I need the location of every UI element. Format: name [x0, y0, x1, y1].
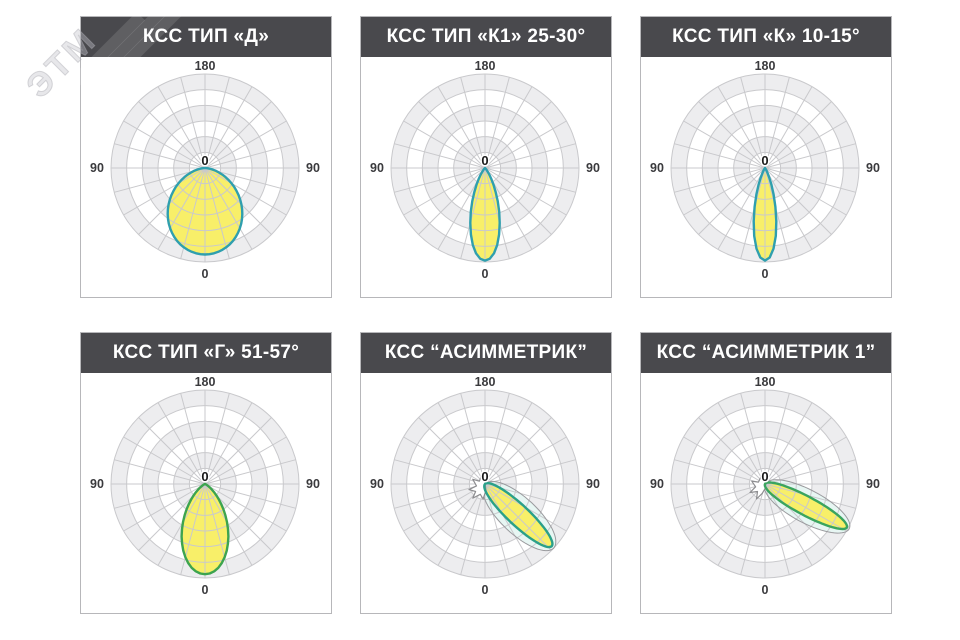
- svg-text:0: 0: [762, 267, 769, 281]
- svg-text:90: 90: [370, 477, 384, 491]
- polar-chart-svg: 180 90 90 0 0: [370, 375, 600, 597]
- svg-text:0: 0: [202, 267, 209, 281]
- svg-text:90: 90: [306, 477, 320, 491]
- svg-text:90: 90: [650, 161, 664, 175]
- svg-text:0: 0: [481, 469, 488, 484]
- svg-text:90: 90: [866, 161, 880, 175]
- svg-text:0: 0: [482, 583, 489, 597]
- svg-text:0: 0: [481, 153, 488, 168]
- polar-chart: 180 90 90 0 0: [641, 57, 891, 297]
- svg-text:180: 180: [195, 59, 216, 73]
- polar-chart-svg: 180 90 90 0 0: [370, 59, 600, 281]
- kcc-panel-asymmetric-1: КСС “АСИММЕТРИК 1” 180 90 90 0 0: [640, 332, 892, 614]
- angle-labels: 180 90 90 0 0: [650, 59, 880, 281]
- svg-text:90: 90: [90, 161, 104, 175]
- angle-labels: 180 90 90 0 0: [90, 59, 320, 281]
- polar-chart-svg: 180 90 90 0 0: [650, 375, 880, 597]
- polar-chart: 180 90 90 0 0: [81, 373, 331, 613]
- svg-text:0: 0: [482, 267, 489, 281]
- panel-header: КСС ТИП «Г» 51-57°: [81, 333, 331, 373]
- kcc-panel-k1: КСС ТИП «К1» 25-30° 180 90 90 0 0: [360, 16, 612, 298]
- polar-grid: [670, 73, 860, 263]
- lobe-outline: [752, 166, 778, 262]
- panel-header: КСС “АСИММЕТРИК”: [361, 333, 611, 373]
- polar-chart-svg: 180 90 90 0 0: [90, 59, 320, 281]
- svg-text:0: 0: [761, 469, 768, 484]
- svg-text:0: 0: [201, 153, 208, 168]
- svg-text:180: 180: [475, 59, 496, 73]
- polar-grid: [110, 389, 300, 579]
- panel-header: КСС ТИП «К1» 25-30°: [361, 17, 611, 57]
- svg-text:0: 0: [762, 583, 769, 597]
- svg-text:180: 180: [755, 59, 776, 73]
- lobe-outline: [468, 473, 557, 552]
- panel-header: КСС ТИП «Д»: [81, 17, 331, 57]
- backlobe-shape: [468, 473, 487, 500]
- polar-chart: 180 90 90 0 0: [81, 57, 331, 297]
- svg-text:90: 90: [90, 477, 104, 491]
- polar-chart: 180 90 90 0 0: [361, 57, 611, 297]
- panel-title: КСС ТИП «К1» 25-30°: [386, 26, 586, 47]
- polar-chart: 180 90 90 0 0: [361, 373, 611, 613]
- lobe-fill: [764, 479, 850, 534]
- kcc-panel-g: КСС ТИП «Г» 51-57° 180 90 90 0 0: [80, 332, 332, 614]
- svg-text:180: 180: [195, 375, 216, 389]
- panel-title: КСС “АСИММЕТРИК 1”: [656, 342, 876, 363]
- svg-text:180: 180: [755, 375, 776, 389]
- svg-text:90: 90: [650, 477, 664, 491]
- svg-text:90: 90: [866, 477, 880, 491]
- panel-title: КСС ТИП «Д»: [142, 26, 270, 47]
- backlobe-shape: [749, 475, 767, 500]
- panel-header: КСС ТИП «К» 10-15°: [641, 17, 891, 57]
- kcc-panel-d: КСС ТИП «Д» 180 90 90 0 0: [80, 16, 332, 298]
- angle-labels: 180 90 90 0 0: [650, 375, 880, 597]
- svg-text:0: 0: [201, 469, 208, 484]
- svg-text:90: 90: [306, 161, 320, 175]
- svg-text:90: 90: [370, 161, 384, 175]
- panel-title: КСС ТИП «Г» 51-57°: [112, 342, 300, 363]
- panels-grid: КСС ТИП «Д» 180 90 90 0 0 КСС ТИП «К1» 25-30…: [80, 16, 892, 614]
- kcc-panel-asymmetric: КСС “АСИММЕТРИК” 180 90 90 0 0: [360, 332, 612, 614]
- svg-text:90: 90: [586, 477, 600, 491]
- angle-labels: 180 90 90 0 0: [90, 375, 320, 597]
- lobe-outline: [166, 166, 244, 256]
- lobe-outline: [749, 475, 851, 534]
- panel-header: КСС “АСИММЕТРИК 1”: [641, 333, 891, 373]
- polar-chart: 180 90 90 0 0: [641, 373, 891, 613]
- svg-text:0: 0: [202, 583, 209, 597]
- angle-labels: 180 90 90 0 0: [370, 375, 600, 597]
- panel-title: КСС ТИП «К» 10-15°: [672, 26, 860, 47]
- polar-grid: [390, 389, 580, 579]
- svg-text:90: 90: [586, 161, 600, 175]
- angle-labels: 180 90 90 0 0: [370, 59, 600, 281]
- lobe-outline: [469, 166, 501, 262]
- kcc-panel-k: КСС ТИП «К» 10-15° 180 90 90 0 0: [640, 16, 892, 298]
- panel-title: КСС “АСИММЕТРИК”: [384, 342, 588, 363]
- polar-chart-svg: 180 90 90 0 0: [90, 375, 320, 597]
- svg-text:0: 0: [761, 153, 768, 168]
- polar-grid: [670, 389, 860, 579]
- polar-chart-svg: 180 90 90 0 0: [650, 59, 880, 281]
- svg-text:180: 180: [475, 375, 496, 389]
- lobe-outline: [180, 482, 230, 576]
